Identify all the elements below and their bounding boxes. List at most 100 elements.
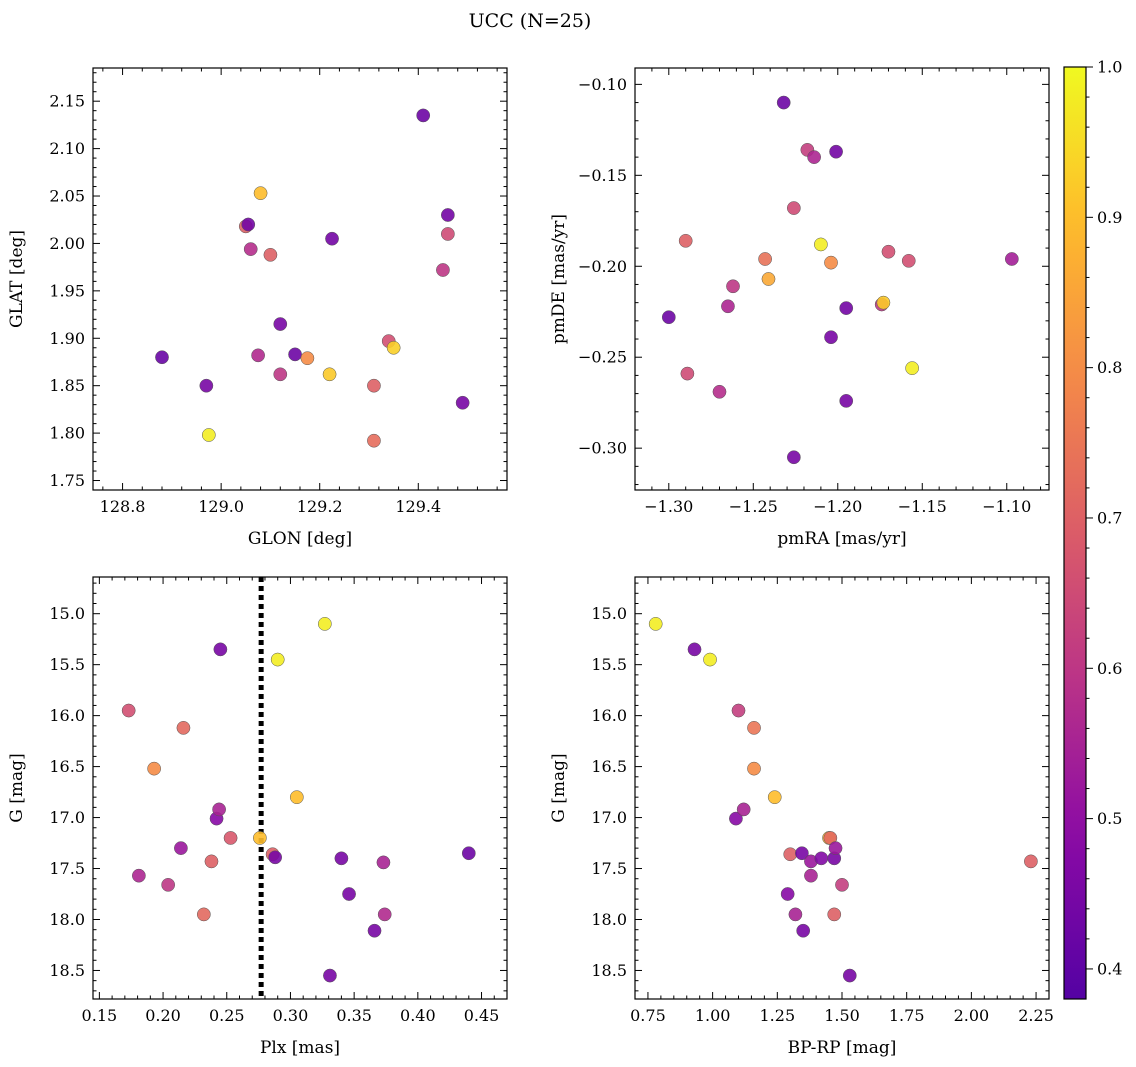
x-tick-label: 0.20 <box>145 1006 181 1025</box>
x-tick-label: 2.25 <box>1018 1006 1054 1025</box>
data-point <box>289 790 304 805</box>
y-tick-label: 16.0 <box>49 706 85 725</box>
y-tick-label: 1.80 <box>49 424 85 443</box>
data-point <box>325 231 339 246</box>
data-point <box>161 877 176 892</box>
data-point <box>804 868 818 883</box>
data-point <box>736 802 751 817</box>
data-point <box>747 761 761 776</box>
data-point <box>367 378 381 393</box>
data-point <box>661 310 676 325</box>
data-point <box>712 384 727 399</box>
y-tick-label: 15.5 <box>591 655 627 674</box>
data-point <box>780 887 795 901</box>
y-axis-label: pmDE [mas/yr] <box>549 214 569 344</box>
data-point <box>199 378 214 393</box>
minor-ticks <box>635 68 1049 490</box>
data-point <box>680 366 695 381</box>
x-tick-label: 2.00 <box>954 1006 990 1025</box>
axes-frame <box>634 576 1050 1000</box>
y-tick-label: −0.15 <box>578 166 627 185</box>
figure-title: UCC (N=25) <box>469 10 592 32</box>
data-point <box>905 361 919 375</box>
data-point <box>322 367 337 382</box>
data-point <box>729 811 743 826</box>
data-point <box>132 868 146 883</box>
data-point <box>731 703 746 718</box>
y-tick-label: 18.0 <box>49 910 85 929</box>
data-point <box>212 802 226 817</box>
y-tick-label: 18.5 <box>49 961 85 980</box>
data-point <box>824 330 838 345</box>
x-tick-label: 0.25 <box>209 1006 245 1025</box>
panel-bprp-g: 0.75 1.00 1.25 1.50 1.75 2.00 2.25 15.0 15.5 16.0… <box>549 576 1054 1058</box>
y-tick-label: 2.00 <box>49 234 85 253</box>
data-point <box>268 850 283 865</box>
data-point <box>876 295 891 310</box>
data-point <box>174 841 188 855</box>
data-point <box>703 652 717 667</box>
data-point <box>828 841 843 855</box>
data-point <box>814 851 829 866</box>
data-point <box>342 887 356 901</box>
data-point <box>1004 252 1019 266</box>
data-point <box>155 350 169 365</box>
x-tick-label: 0.30 <box>273 1006 309 1025</box>
x-tick-label: −1.15 <box>898 497 947 516</box>
axes-frame <box>92 67 508 491</box>
y-tick-label: 16.0 <box>591 706 627 725</box>
data-point <box>243 242 258 256</box>
colorbar-tick-label: 0.8 <box>1097 358 1122 377</box>
y-tick-label: 1.95 <box>49 281 85 300</box>
data-point <box>687 642 702 657</box>
x-tick-label: 129.2 <box>297 497 343 516</box>
x-tick-label: 0.40 <box>400 1006 436 1025</box>
colorbar-tick-label: 0.9 <box>1097 208 1122 227</box>
data-point <box>835 877 849 892</box>
y-tick-label: −0.10 <box>578 75 627 94</box>
data-point <box>814 237 828 252</box>
data-point <box>726 279 740 294</box>
data-point <box>253 186 268 201</box>
x-tick-label: −1.30 <box>644 497 693 516</box>
colorbar-tick-label: 0.4 <box>1097 959 1122 978</box>
data-point <box>786 201 801 215</box>
data-point <box>300 351 315 366</box>
x-tick-label: 0.15 <box>82 1006 118 1025</box>
axes-frame <box>92 576 508 1000</box>
data-point <box>253 831 267 845</box>
y-tick-label: 15.0 <box>49 604 85 623</box>
data-point <box>367 433 381 448</box>
data-point <box>796 923 811 938</box>
data-point <box>824 255 838 270</box>
data-point <box>788 907 803 922</box>
panel-pmra-pmde: −1.30 −1.25 −1.20 −1.15 −1.10 −0.30 −0.25 −0.20… <box>549 67 1050 549</box>
data-point <box>678 233 693 248</box>
x-tick-label: 129.4 <box>395 497 441 516</box>
x-tick-label: 0.45 <box>464 1006 500 1025</box>
x-axis-label: Plx [mas] <box>260 1038 340 1058</box>
colorbar-tick-label: 1.0 <box>1097 58 1122 77</box>
minor-ticks <box>93 68 507 490</box>
data-point <box>881 244 896 259</box>
y-tick-label: −0.25 <box>578 348 627 367</box>
data-point <box>273 367 288 382</box>
scatter-points <box>661 95 1019 465</box>
y-tick-label: 17.0 <box>49 808 85 827</box>
y-tick-label: 17.0 <box>591 808 627 827</box>
data-point <box>795 846 809 861</box>
y-tick-label: 18.5 <box>591 961 627 980</box>
data-point <box>441 208 455 222</box>
panel-plx-g: 0.15 0.20 0.25 0.30 0.35 0.40 0.45 15.0 15.5 16.0… <box>7 576 508 1058</box>
data-point <box>786 450 801 465</box>
data-point <box>377 907 392 922</box>
data-point <box>241 217 256 232</box>
scatter-points <box>121 617 476 983</box>
panel-glon-glat: 128.8 129.0 129.2 129.4 1.75 1.80 1.85 1.90 1.95… <box>7 67 508 549</box>
colorbar-frame <box>1063 66 1087 1000</box>
data-point <box>648 617 663 631</box>
y-tick-label: 15.0 <box>591 604 627 623</box>
data-point <box>288 347 302 362</box>
data-point <box>1024 854 1038 869</box>
